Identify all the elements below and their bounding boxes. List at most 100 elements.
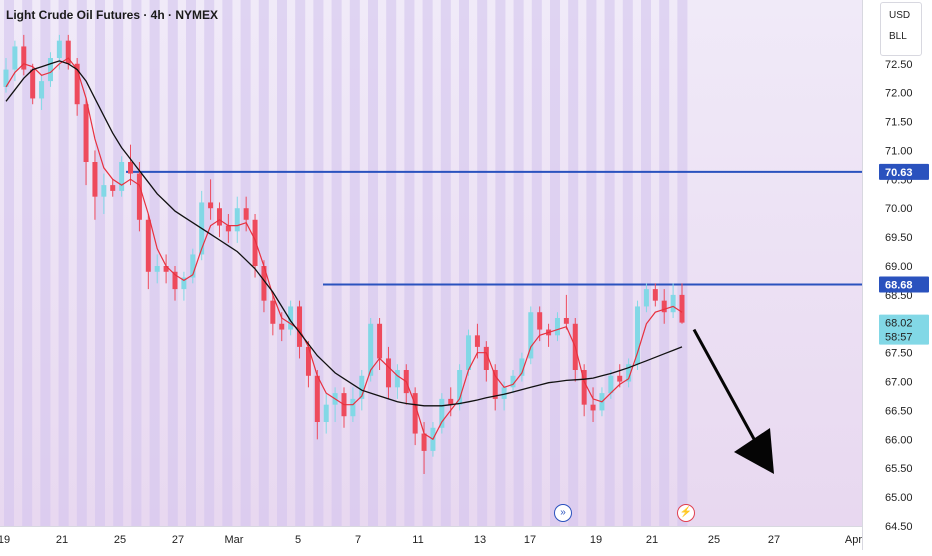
price-axis[interactable]: 73.0072.5072.0071.5071.0070.5070.0069.50…: [862, 0, 932, 550]
candle[interactable]: [208, 179, 214, 220]
candle[interactable]: [368, 318, 374, 382]
candle[interactable]: [270, 294, 276, 336]
candle-body: [145, 219, 151, 272]
candle-body: [21, 46, 27, 70]
candle[interactable]: [163, 254, 169, 284]
candle[interactable]: [119, 156, 125, 197]
time-tick-label: 27: [172, 534, 184, 546]
session-stripe: [513, 0, 524, 526]
candle[interactable]: [172, 266, 178, 301]
candle[interactable]: [110, 179, 116, 197]
chart-plot-area[interactable]: [0, 0, 862, 526]
session-stripe: [204, 0, 215, 526]
candle-body: [581, 370, 587, 405]
candle[interactable]: [252, 214, 258, 278]
session-stripe: [222, 0, 233, 526]
candle[interactable]: [581, 364, 587, 417]
candle[interactable]: [101, 173, 107, 214]
candle[interactable]: [234, 196, 240, 243]
candle[interactable]: [377, 318, 383, 370]
candle[interactable]: [39, 75, 45, 110]
candle[interactable]: [492, 364, 498, 411]
candle-body: [350, 398, 356, 417]
candle-body: [501, 387, 507, 399]
session-stripe: [40, 0, 51, 526]
candle[interactable]: [421, 422, 427, 474]
candle[interactable]: [590, 387, 596, 422]
candle[interactable]: [608, 370, 614, 399]
candle-body: [181, 277, 187, 290]
candle[interactable]: [225, 214, 231, 243]
candle[interactable]: [661, 289, 667, 324]
candle[interactable]: [626, 358, 632, 388]
time-tick-label: 27: [768, 534, 780, 546]
price-chart[interactable]: [0, 0, 862, 526]
candle[interactable]: [128, 144, 134, 186]
last-price-tag[interactable]: [879, 314, 929, 345]
time-tick-label: 5: [295, 534, 301, 546]
session-stripe: [659, 0, 670, 526]
price-level-tag[interactable]: [879, 163, 929, 180]
candle[interactable]: [635, 300, 641, 370]
candle-body: [457, 370, 463, 405]
candle-body: [270, 300, 276, 324]
currency-measure: BLL: [889, 31, 907, 42]
candle-body: [154, 266, 160, 272]
candle[interactable]: [563, 294, 569, 330]
candle[interactable]: [314, 370, 320, 440]
candle[interactable]: [439, 393, 445, 434]
fast-forward-event-icon[interactable]: »: [554, 504, 572, 522]
candle[interactable]: [181, 271, 187, 301]
candle-body: [483, 346, 489, 370]
candle[interactable]: [12, 40, 18, 82]
candle[interactable]: [190, 248, 196, 284]
candle-body: [385, 358, 391, 388]
candle[interactable]: [136, 162, 142, 232]
candle-body: [608, 375, 614, 394]
candle[interactable]: [670, 283, 676, 318]
candle[interactable]: [643, 283, 649, 313]
candle[interactable]: [47, 52, 53, 87]
candle[interactable]: [652, 283, 658, 307]
candle-body: [216, 208, 222, 226]
candle[interactable]: [528, 306, 534, 365]
time-tick-label: Mar: [225, 534, 244, 546]
candle-body: [172, 271, 178, 290]
candle[interactable]: [21, 34, 27, 76]
candle[interactable]: [394, 364, 400, 399]
price-level-tag[interactable]: [879, 276, 929, 293]
candle[interactable]: [510, 370, 516, 394]
candle[interactable]: [448, 387, 454, 417]
candle[interactable]: [617, 364, 623, 388]
candle-body: [448, 398, 454, 405]
candle-body: [225, 225, 231, 232]
currency-unit: USD: [889, 10, 911, 21]
session-stripe: [477, 0, 488, 526]
candle[interactable]: [323, 393, 329, 434]
candle[interactable]: [288, 300, 294, 336]
candle[interactable]: [261, 260, 267, 313]
currency-selector[interactable]: USD BLL: [880, 2, 922, 56]
candle[interactable]: [466, 329, 472, 376]
candle[interactable]: [92, 150, 98, 220]
forecast-arrow-head: [734, 428, 774, 474]
candle[interactable]: [679, 283, 685, 324]
candle[interactable]: [483, 341, 489, 382]
candle[interactable]: [83, 98, 89, 186]
candle-body: [643, 289, 649, 307]
candle[interactable]: [243, 196, 249, 232]
candle[interactable]: [554, 312, 560, 342]
candle-body: [12, 46, 18, 70]
candle[interactable]: [74, 58, 80, 116]
candle[interactable]: [412, 387, 418, 446]
candle[interactable]: [145, 214, 151, 290]
candle[interactable]: [457, 364, 463, 411]
candle[interactable]: [519, 352, 525, 382]
lightning-event-icon[interactable]: ⚡: [677, 504, 695, 522]
candle[interactable]: [385, 346, 391, 399]
forecast-arrow[interactable]: [692, 328, 774, 474]
session-stripe: [622, 0, 633, 526]
candle[interactable]: [154, 254, 160, 284]
time-axis[interactable]: 19 21 25 27 Mar 5 7 11 13 17 19 21 25 27 Apr: [0, 526, 862, 551]
candle-body: [234, 208, 240, 232]
